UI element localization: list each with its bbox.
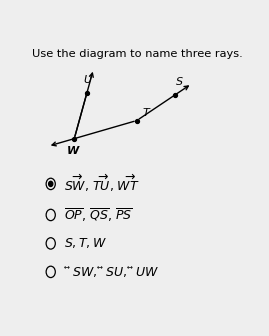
- Text: $\overleftrightarrow{\mathit{SW}}$, $\overleftrightarrow{\mathit{SU}}$, $\overle: $\overleftrightarrow{\mathit{SW}}$, $\ov…: [65, 264, 160, 279]
- Circle shape: [49, 181, 53, 186]
- Text: $\overline{\mathit{OP}}$, $\overline{\mathit{QS}}$, $\overline{\mathit{PS}}$: $\overline{\mathit{OP}}$, $\overline{\ma…: [65, 207, 133, 223]
- Text: $\mathit{S, T, W}$: $\mathit{S, T, W}$: [65, 237, 108, 250]
- Text: T: T: [142, 108, 149, 118]
- Text: W: W: [67, 146, 79, 156]
- Text: U: U: [84, 75, 92, 85]
- Text: S: S: [176, 77, 183, 87]
- Text: Use the diagram to name three rays.: Use the diagram to name three rays.: [33, 49, 243, 58]
- Text: $\overrightarrow{\mathit{SW}}$, $\overrightarrow{\mathit{TU}}$, $\overrightarrow: $\overrightarrow{\mathit{SW}}$, $\overri…: [65, 173, 140, 195]
